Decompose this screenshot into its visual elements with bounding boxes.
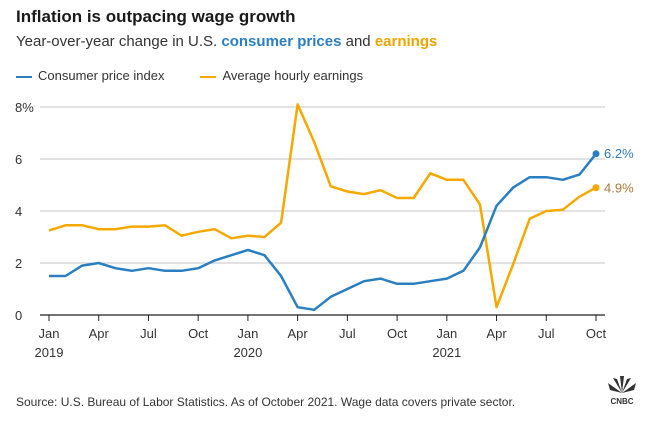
legend-label: Average hourly earnings [222,68,364,83]
y-tick-label: 8% [15,100,34,115]
end-label: 6.2% [604,146,634,161]
x-tick-label: Oct [586,326,607,341]
x-year-label: 2019 [35,345,64,360]
y-tick-label: 4 [15,204,22,219]
legend-label: Consumer price index [38,68,165,83]
y-tick-label: 6 [15,152,22,167]
legend: Consumer price index Average hourly earn… [16,68,363,83]
legend-item-earnings: Average hourly earnings [200,68,363,83]
subtitle-and: and [341,33,375,50]
data-point [592,184,600,192]
subtitle-cpi: consumer prices [221,33,342,50]
x-tick-label: Jan [39,326,60,341]
x-tick-label: Jul [140,326,157,341]
x-tick-label: Jan [237,326,258,341]
legend-swatch [200,75,217,78]
x-year-label: 2021 [432,345,461,360]
x-tick-label: Oct [387,326,408,341]
y-tick-label: 2 [15,256,22,271]
data-point [592,150,600,158]
legend-swatch [16,75,32,78]
end-label: 4.9% [604,181,634,196]
series-line-cpi [49,153,597,312]
source-note: Source: U.S. Bureau of Labor Statistics.… [16,395,516,409]
x-tick-label: Jan [436,326,457,341]
x-tick-label: Jul [339,326,356,341]
x-tick-label: Jul [538,326,555,341]
subtitle-text: Year-over-year change in U.S. [16,33,222,50]
x-tick-label: Apr [486,326,507,341]
x-tick-label: Oct [188,326,209,341]
x-year-label: 2020 [233,345,262,360]
x-tick-label: Apr [288,326,309,341]
subtitle-earnings: earnings [374,33,438,50]
y-tick-label: 0 [15,308,22,323]
chart-title: Inflation is outpacing wage growth [16,7,296,26]
x-tick-label: Apr [89,326,110,341]
chart-subtitle: Year-over-year change in U.S. consumer p… [16,33,437,50]
series-line-earnings [48,103,597,309]
legend-item-cpi: Consumer price index [16,68,164,83]
